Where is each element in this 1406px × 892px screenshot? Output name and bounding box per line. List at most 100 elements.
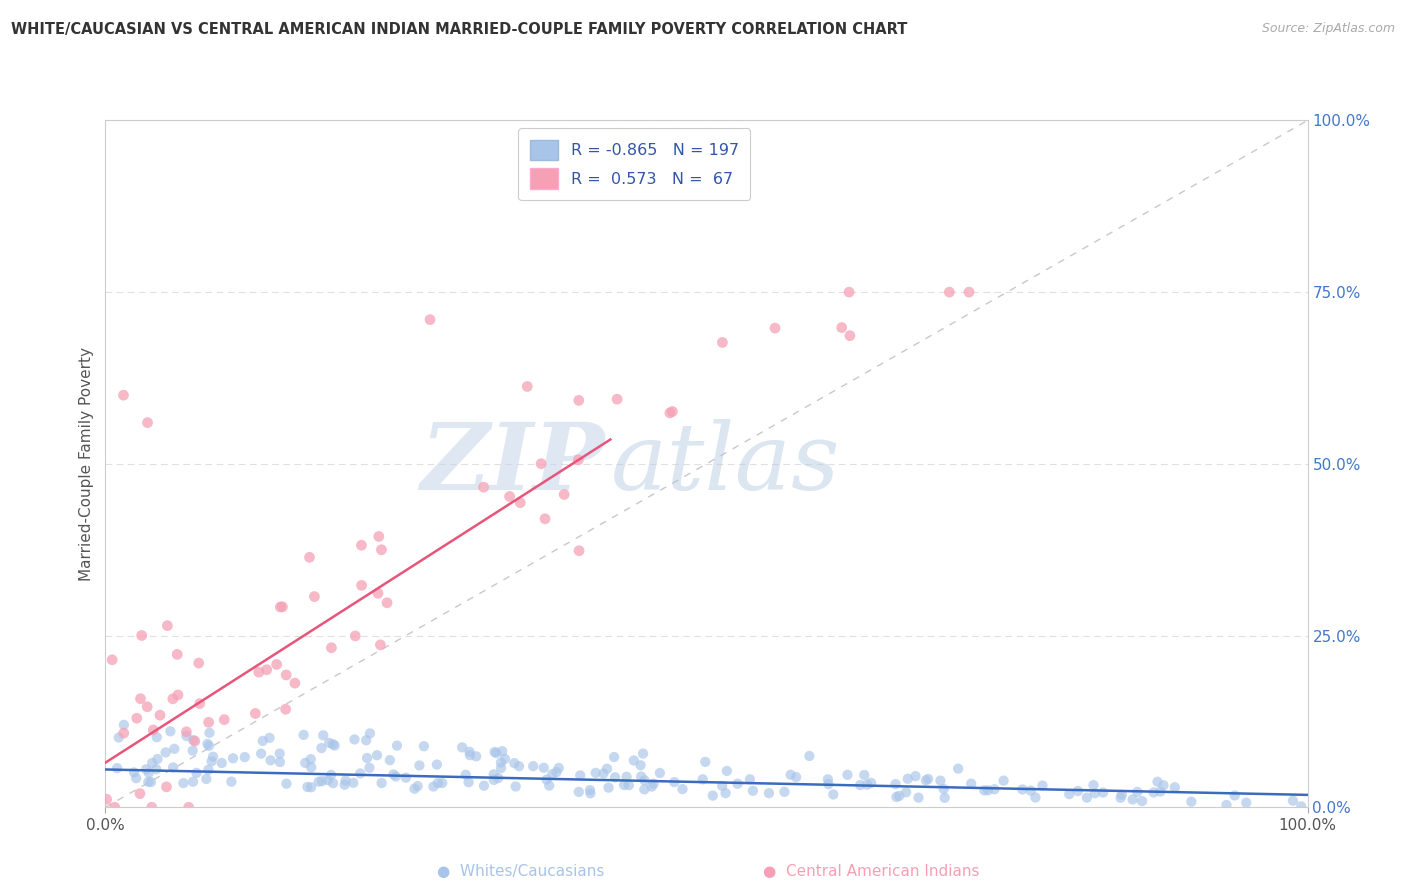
Point <box>141 756 163 770</box>
Point <box>370 542 392 557</box>
Point <box>292 728 315 742</box>
Point <box>370 638 392 652</box>
Point <box>799 748 821 763</box>
Text: atlas: atlas <box>610 419 839 508</box>
Point <box>702 789 724 803</box>
Point <box>763 321 786 335</box>
Point <box>860 776 883 790</box>
Point <box>451 740 474 755</box>
Point <box>176 729 198 743</box>
Point <box>1146 774 1168 789</box>
Point <box>342 776 364 790</box>
Point <box>568 393 591 408</box>
Point <box>176 724 198 739</box>
Text: Source: ZipAtlas.com: Source: ZipAtlas.com <box>1261 22 1395 36</box>
Point <box>135 763 157 777</box>
Point <box>727 777 749 791</box>
Point <box>465 749 488 764</box>
Point <box>617 778 640 792</box>
Point <box>1215 797 1237 812</box>
Point <box>482 772 505 787</box>
Point <box>716 764 738 778</box>
Point <box>541 767 564 781</box>
Point <box>1083 778 1105 792</box>
Point <box>172 776 194 790</box>
Point <box>136 416 159 430</box>
Point <box>138 765 160 780</box>
Point <box>321 640 343 655</box>
Point <box>105 761 128 775</box>
Point <box>125 771 148 785</box>
Point <box>929 773 952 788</box>
Point <box>181 733 204 747</box>
Point <box>1234 796 1257 810</box>
Point <box>758 786 780 800</box>
Point <box>269 755 291 769</box>
Point <box>274 702 297 716</box>
Point <box>486 771 509 785</box>
Point <box>631 747 654 761</box>
Point <box>568 785 591 799</box>
Point <box>299 752 322 766</box>
Point <box>343 732 366 747</box>
Point <box>567 453 589 467</box>
Point <box>395 771 418 785</box>
Point <box>155 780 177 794</box>
Point <box>592 766 614 780</box>
Point <box>1180 795 1202 809</box>
Point <box>853 768 876 782</box>
Point <box>785 770 807 784</box>
Point <box>1149 784 1171 798</box>
Point <box>616 770 638 784</box>
Point <box>837 768 859 782</box>
Point <box>245 706 267 721</box>
Point <box>641 780 664 794</box>
Point <box>603 750 626 764</box>
Point <box>711 779 734 793</box>
Point <box>197 737 219 751</box>
Point <box>516 379 538 393</box>
Point <box>494 752 516 766</box>
Point <box>993 773 1015 788</box>
Point <box>322 737 344 751</box>
Point <box>547 761 569 775</box>
Point <box>197 715 219 730</box>
Point <box>613 778 636 792</box>
Point <box>177 800 200 814</box>
Point <box>299 780 322 795</box>
Point <box>817 777 839 791</box>
Point <box>269 599 291 614</box>
Point <box>404 781 426 796</box>
Point <box>472 779 495 793</box>
Point <box>534 512 557 526</box>
Point <box>779 768 801 782</box>
Point <box>817 772 839 787</box>
Point <box>198 739 221 753</box>
Point <box>643 777 665 791</box>
Point <box>623 754 645 768</box>
Point <box>96 792 118 806</box>
Point <box>333 778 356 792</box>
Point <box>214 713 236 727</box>
Point <box>221 774 243 789</box>
Point <box>714 786 737 800</box>
Point <box>367 586 389 600</box>
Point <box>247 665 270 680</box>
Point <box>256 663 278 677</box>
Text: ●  Central American Indians: ● Central American Indians <box>763 863 980 879</box>
Point <box>318 736 340 750</box>
Point <box>711 335 734 350</box>
Point <box>162 760 184 774</box>
Point <box>188 697 211 711</box>
Point <box>957 285 980 300</box>
Text: WHITE/CAUCASIAN VS CENTRAL AMERICAN INDIAN MARRIED-COUPLE FAMILY POVERTY CORRELA: WHITE/CAUCASIAN VS CENTRAL AMERICAN INDI… <box>11 22 908 37</box>
Point <box>917 772 939 786</box>
Point <box>122 765 145 780</box>
Point <box>596 762 619 776</box>
Point <box>195 772 218 786</box>
Y-axis label: Married-Couple Family Poverty: Married-Couple Family Poverty <box>79 347 94 581</box>
Point <box>259 753 281 767</box>
Point <box>1282 794 1305 808</box>
Point <box>163 741 186 756</box>
Point <box>385 739 408 753</box>
